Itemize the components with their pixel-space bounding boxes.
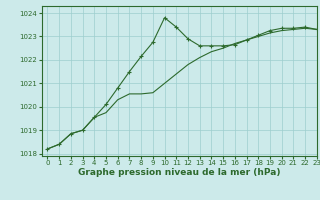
- X-axis label: Graphe pression niveau de la mer (hPa): Graphe pression niveau de la mer (hPa): [78, 168, 280, 177]
